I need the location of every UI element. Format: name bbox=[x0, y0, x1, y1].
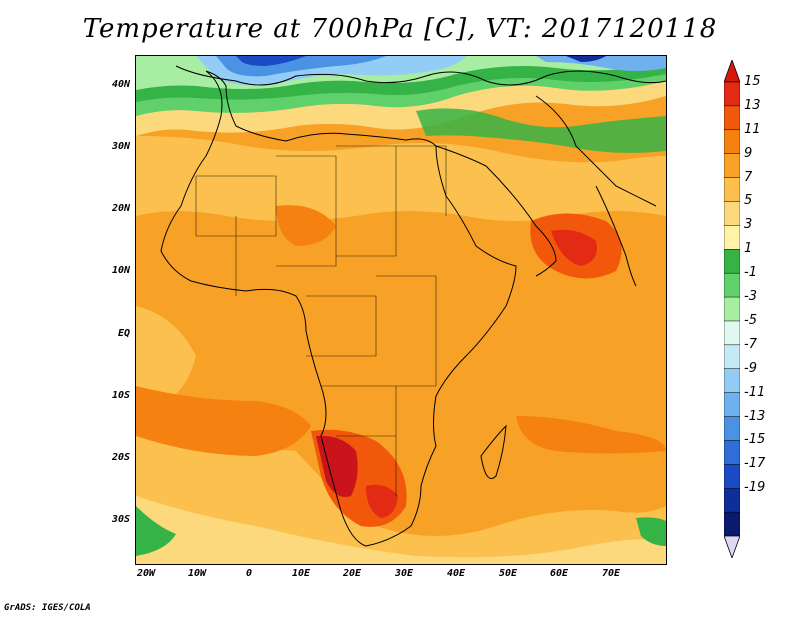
field-green-band bbox=[416, 108, 666, 153]
colorbar-swatch bbox=[724, 344, 740, 370]
temperature-map bbox=[135, 55, 667, 565]
colorbar-swatch bbox=[724, 440, 740, 466]
colorbar-label: -11 bbox=[744, 384, 766, 400]
plot-title: Temperature at 700hPa [C], VT: 201712011… bbox=[82, 14, 718, 44]
colorbar-swatch bbox=[724, 272, 740, 298]
colorbar-swatch bbox=[724, 487, 740, 513]
colorbar-swatch bbox=[724, 177, 740, 203]
colorbar-label: -7 bbox=[744, 336, 757, 352]
colorbar-label: -3 bbox=[744, 289, 757, 305]
lon-label-20e: 20E bbox=[342, 568, 362, 579]
field-minus17c bbox=[236, 56, 306, 66]
lon-label-10w: 10W bbox=[187, 568, 207, 579]
coastlines bbox=[160, 65, 666, 547]
colorbar-swatch bbox=[724, 320, 740, 346]
lat-label-20s: 20S bbox=[111, 452, 130, 463]
lat-label-10n: 10N bbox=[111, 265, 130, 276]
colorbar-label: 13 bbox=[744, 97, 761, 113]
lon-label-50e: 50E bbox=[498, 568, 518, 579]
country-borders bbox=[195, 145, 447, 496]
field-indianocean-11c bbox=[516, 416, 666, 454]
colorbar-swatch bbox=[724, 129, 740, 155]
colorbar-swatch bbox=[724, 416, 740, 442]
colorbar-swatch bbox=[724, 392, 740, 418]
colorbar-label: -13 bbox=[744, 408, 766, 424]
field-south-5c bbox=[136, 496, 666, 564]
colorbar-label: 7 bbox=[744, 169, 753, 185]
colorbar-top-arrow bbox=[724, 60, 740, 83]
colorbar-label: 15 bbox=[744, 74, 761, 89]
map-field bbox=[136, 56, 666, 564]
colorbar-swatch bbox=[724, 225, 740, 251]
lon-label-70e: 70E bbox=[601, 568, 621, 579]
colorbar-label: 9 bbox=[744, 145, 753, 161]
lat-label-30n: 30N bbox=[111, 141, 130, 152]
field-southatlantic-11c bbox=[136, 386, 311, 456]
lat-label-40n: 40N bbox=[111, 79, 130, 90]
colorbar-swatch bbox=[724, 511, 740, 537]
colorbar-swatch bbox=[724, 368, 740, 394]
field-sahel-11c bbox=[276, 205, 336, 246]
colorbar-label: -1 bbox=[744, 265, 757, 281]
colorbar-label: 3 bbox=[744, 217, 753, 233]
lon-label-60e: 60E bbox=[549, 568, 569, 579]
field-namibia-15c bbox=[316, 435, 358, 497]
colorbar-swatch bbox=[724, 249, 740, 274]
lon-label-0: 0 bbox=[245, 568, 253, 579]
lat-label-10s: 10S bbox=[111, 390, 130, 401]
colorbar bbox=[724, 60, 740, 558]
colorbar-label: -15 bbox=[744, 432, 766, 448]
colorbar-label: 11 bbox=[744, 121, 761, 137]
lon-label-30e: 30E bbox=[394, 568, 414, 579]
colorbar-swatch bbox=[724, 105, 740, 131]
colorbar-swatch bbox=[724, 464, 740, 489]
colorbar-label: 1 bbox=[744, 241, 753, 257]
colorbar-swatch bbox=[724, 81, 740, 107]
lat-label-30s: 30S bbox=[111, 514, 130, 525]
colorbar-label: -17 bbox=[744, 456, 766, 472]
lat-label-20n: 20N bbox=[111, 203, 130, 214]
colorbar-swatch bbox=[724, 153, 740, 179]
field-minus11c-east bbox=[536, 56, 666, 71]
colorbar-swatch bbox=[724, 296, 740, 322]
colorbar-label: -9 bbox=[744, 360, 757, 376]
field-7c bbox=[136, 136, 666, 221]
field-minus19c-east bbox=[566, 56, 606, 62]
field-southeast-1c bbox=[636, 517, 666, 546]
field-atlantic-7c bbox=[136, 306, 196, 409]
lon-label-20w: 20W bbox=[136, 568, 156, 579]
lat-label-eq: EQ bbox=[117, 328, 130, 339]
colorbar-label: -19 bbox=[744, 480, 766, 496]
lon-label-40e: 40E bbox=[446, 568, 466, 579]
field-kalahari-15c bbox=[366, 484, 398, 518]
colorbar-bottom-arrow bbox=[724, 535, 740, 558]
colorbar-label: 5 bbox=[744, 193, 753, 209]
credit-text: GrADS: IGES/COLA bbox=[4, 603, 91, 613]
field-arabian-15c bbox=[551, 229, 597, 266]
field-southwest-1c bbox=[136, 506, 176, 556]
lon-label-10e: 10E bbox=[291, 568, 311, 579]
colorbar-label: -5 bbox=[744, 312, 757, 328]
colorbar-swatch bbox=[724, 201, 740, 227]
